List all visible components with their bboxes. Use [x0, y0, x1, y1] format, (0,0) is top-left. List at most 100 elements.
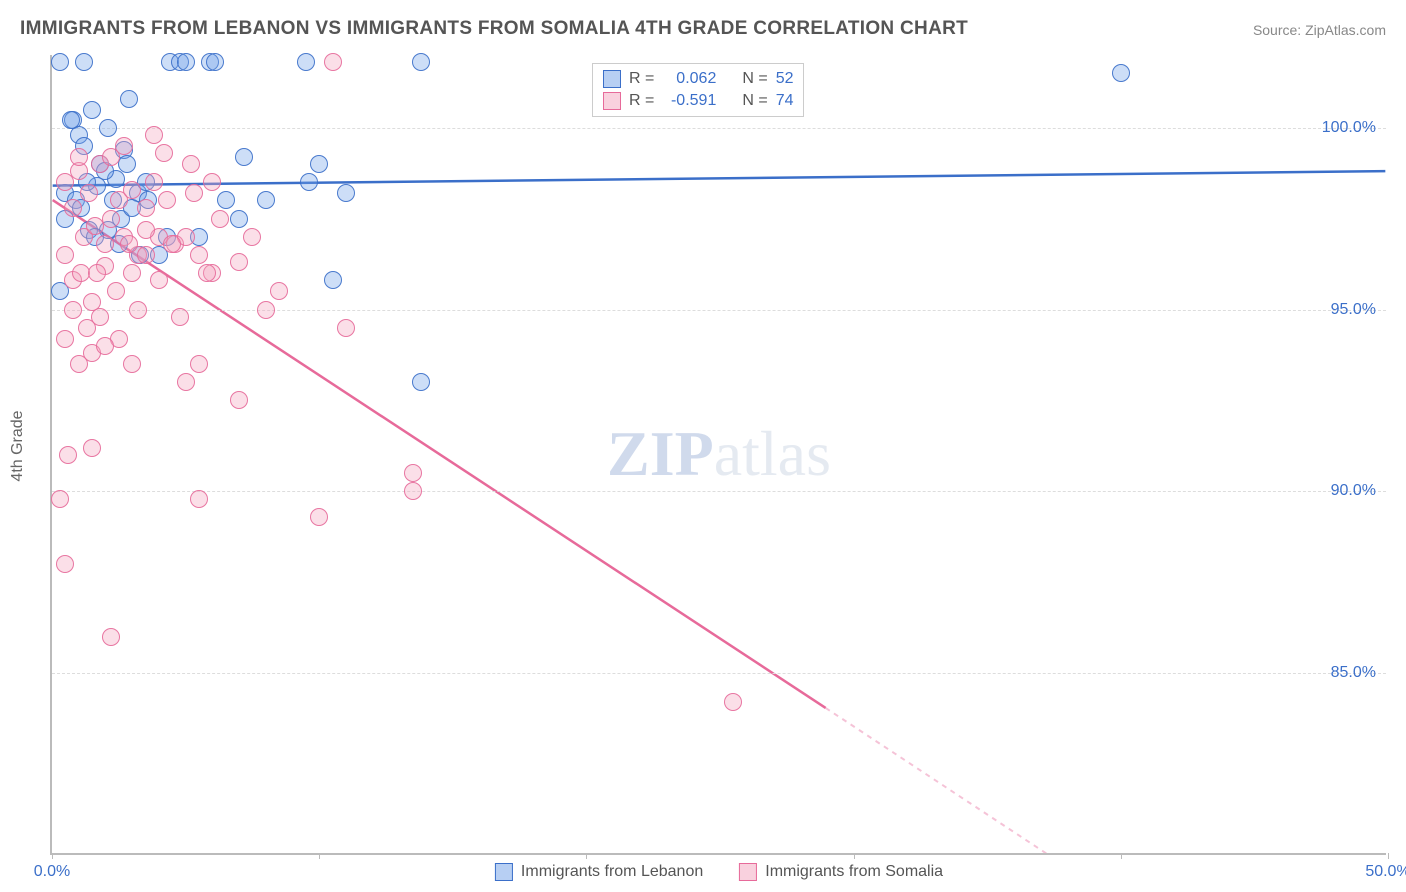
- data-point: [83, 439, 101, 457]
- n-label: N =: [742, 70, 767, 88]
- data-point: [404, 482, 422, 500]
- data-point: [62, 111, 80, 129]
- data-point: [257, 191, 275, 209]
- trend-line: [53, 171, 1386, 186]
- legend-series: Immigrants from Lebanon Immigrants from S…: [495, 863, 943, 881]
- data-point: [324, 53, 342, 71]
- data-point: [102, 628, 120, 646]
- grid-line: [52, 491, 1386, 492]
- n-value: 52: [776, 70, 794, 88]
- trend-line: [53, 200, 826, 708]
- y-tick-label: 90.0%: [1331, 482, 1376, 500]
- r-label: R =: [629, 92, 654, 110]
- legend-swatch: [495, 863, 513, 881]
- data-point: [120, 235, 138, 253]
- data-point: [91, 308, 109, 326]
- data-point: [198, 264, 216, 282]
- r-value: 0.062: [662, 70, 716, 88]
- n-label: N =: [742, 92, 767, 110]
- data-point: [257, 301, 275, 319]
- legend-correlation-row: R = 0.062 N = 52: [603, 68, 793, 90]
- data-point: [145, 173, 163, 191]
- data-point: [412, 53, 430, 71]
- trend-lines-layer: [52, 55, 1386, 853]
- data-point: [230, 391, 248, 409]
- data-point: [123, 355, 141, 373]
- data-point: [163, 235, 181, 253]
- data-point: [123, 181, 141, 199]
- data-point: [155, 144, 173, 162]
- r-value: -0.591: [662, 92, 716, 110]
- data-point: [230, 253, 248, 271]
- data-point: [190, 355, 208, 373]
- data-point: [56, 246, 74, 264]
- data-point: [211, 210, 229, 228]
- watermark-light: atlas: [714, 418, 831, 489]
- legend-swatch: [739, 863, 757, 881]
- data-point: [102, 148, 120, 166]
- legend-swatch: [603, 92, 621, 110]
- data-point: [150, 271, 168, 289]
- data-point: [310, 508, 328, 526]
- data-point: [324, 271, 342, 289]
- data-point: [83, 101, 101, 119]
- data-point: [412, 373, 430, 391]
- data-point: [337, 319, 355, 337]
- data-point: [206, 53, 224, 71]
- x-tick: [52, 853, 53, 859]
- watermark: ZIPatlas: [607, 417, 831, 491]
- legend-series-item: Immigrants from Somalia: [739, 863, 943, 881]
- data-point: [118, 155, 136, 173]
- r-label: R =: [629, 70, 654, 88]
- legend-correlation: R = 0.062 N = 52 R = -0.591 N = 74: [592, 63, 804, 117]
- data-point: [51, 53, 69, 71]
- y-axis-label: 4th Grade: [9, 410, 27, 481]
- data-point: [177, 53, 195, 71]
- data-point: [99, 119, 117, 137]
- plot-area: ZIPatlas R = 0.062 N = 52 R = -0.591 N =…: [50, 55, 1386, 855]
- y-tick-label: 100.0%: [1322, 119, 1376, 137]
- legend-series-item: Immigrants from Lebanon: [495, 863, 703, 881]
- data-point: [297, 53, 315, 71]
- data-point: [310, 155, 328, 173]
- data-point: [96, 337, 114, 355]
- data-point: [88, 264, 106, 282]
- watermark-bold: ZIP: [607, 418, 714, 489]
- legend-series-label: Immigrants from Somalia: [765, 863, 943, 881]
- data-point: [70, 355, 88, 373]
- x-tick: [854, 853, 855, 859]
- data-point: [337, 184, 355, 202]
- data-point: [137, 221, 155, 239]
- data-point: [96, 235, 114, 253]
- data-point: [158, 191, 176, 209]
- data-point: [145, 126, 163, 144]
- data-point: [243, 228, 261, 246]
- data-point: [1112, 64, 1130, 82]
- data-point: [56, 555, 74, 573]
- data-point: [182, 155, 200, 173]
- data-point: [270, 282, 288, 300]
- chart-title: IMMIGRANTS FROM LEBANON VS IMMIGRANTS FR…: [20, 18, 968, 40]
- y-tick-label: 95.0%: [1331, 301, 1376, 319]
- legend-swatch: [603, 70, 621, 88]
- data-point: [129, 301, 147, 319]
- n-value: 74: [776, 92, 794, 110]
- x-tick-label: 0.0%: [34, 863, 70, 881]
- source-label: Source: ZipAtlas.com: [1253, 22, 1386, 38]
- data-point: [107, 282, 125, 300]
- data-point: [171, 308, 189, 326]
- data-point: [404, 464, 422, 482]
- trend-line-dashed: [826, 708, 1172, 853]
- data-point: [235, 148, 253, 166]
- data-point: [724, 693, 742, 711]
- data-point: [137, 246, 155, 264]
- data-point: [70, 148, 88, 166]
- data-point: [185, 184, 203, 202]
- data-point: [64, 199, 82, 217]
- x-tick: [319, 853, 320, 859]
- grid-line: [52, 128, 1386, 129]
- data-point: [177, 373, 195, 391]
- data-point: [190, 246, 208, 264]
- data-point: [120, 90, 138, 108]
- y-tick-label: 85.0%: [1331, 664, 1376, 682]
